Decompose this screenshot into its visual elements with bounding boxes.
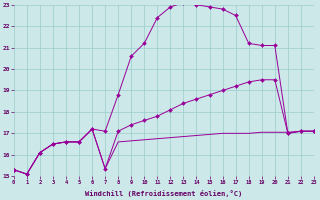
X-axis label: Windchill (Refroidissement éolien,°C): Windchill (Refroidissement éolien,°C): [85, 190, 243, 197]
